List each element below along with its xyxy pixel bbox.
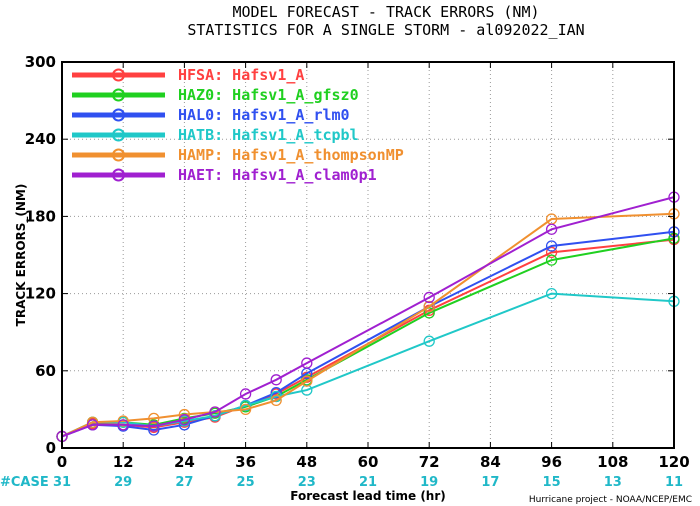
data-point <box>423 307 435 319</box>
y-tick-label: 300 <box>25 53 56 71</box>
series-line <box>61 212 675 438</box>
chart-subtitle: STATISTICS FOR A SINGLE STORM - al092022… <box>187 21 584 39</box>
data-point <box>301 375 313 387</box>
data-point <box>423 291 435 304</box>
series-line <box>61 196 675 438</box>
legend: HFSA: Hafsv1_A HAZ0: Hafsv1_A_gfsz0 HAL0: … <box>72 66 404 184</box>
data-point <box>86 419 99 431</box>
case-count-label: 31 <box>53 475 71 490</box>
data-point <box>270 394 282 407</box>
case-count-label: 17 <box>481 475 499 490</box>
legend-label: HAZ0: Hafsv1_A_gfsz0 <box>178 86 359 104</box>
legend-label: HAMP: Hafsv1_A_thompsonMP <box>178 146 404 164</box>
case-count-label: 11 <box>665 475 683 490</box>
data-point <box>117 415 129 427</box>
legend-marker <box>112 128 125 142</box>
data-point <box>423 335 435 347</box>
y-tick-label: 120 <box>25 285 56 303</box>
data-point <box>239 388 252 400</box>
y-tick-label: 180 <box>25 207 56 225</box>
data-point <box>209 410 221 422</box>
chart-title: MODEL FORECAST - TRACK ERRORS (NM) <box>232 3 539 21</box>
data-point <box>545 246 558 259</box>
case-count-label: 29 <box>114 475 132 490</box>
case-label: #CASE <box>0 475 49 490</box>
case-count-label: 19 <box>420 475 438 490</box>
x-tick-label: 48 <box>296 453 317 471</box>
data-point <box>148 424 160 436</box>
legend-marker <box>112 108 125 122</box>
data-point <box>178 414 191 426</box>
case-count-label: 25 <box>237 475 255 490</box>
data-point <box>239 403 252 416</box>
data-point <box>301 384 313 396</box>
legend-label: HAL0: Hafsv1_A_rlm0 <box>178 106 350 124</box>
credit-text: Hurricane project - NOAA/NCEP/EMC <box>529 495 692 505</box>
data-point <box>148 412 160 425</box>
x-tick-label: 120 <box>658 453 689 471</box>
x-tick-label: 60 <box>358 453 379 471</box>
legend-label: HAET: Hafsv1_A_clam0p1 <box>178 166 377 184</box>
data-point <box>239 399 252 412</box>
case-count-label: 27 <box>175 475 193 490</box>
data-point <box>545 240 558 252</box>
case-count-label: 21 <box>359 475 377 490</box>
axis-ticks: 0 12 24 36 48 60 72 84 96 108 120 0 60 120 180 240 300 31… <box>25 53 690 490</box>
data-point <box>545 287 558 300</box>
case-count-label: 15 <box>543 475 561 490</box>
x-tick-label: 96 <box>541 453 562 471</box>
data-point <box>545 223 558 235</box>
case-count-label: 23 <box>298 475 316 490</box>
legend-marker <box>112 68 125 82</box>
x-tick-label: 36 <box>235 453 256 471</box>
legend-label: HFSA: Hafsv1_A <box>178 66 304 84</box>
x-tick-label: 0 <box>57 453 67 471</box>
series-layer <box>56 191 680 443</box>
x-tick-label: 12 <box>113 453 134 471</box>
data-point <box>270 387 282 399</box>
y-axis-label: TRACK ERRORS_(NM) <box>14 184 29 327</box>
legend-marker <box>112 168 125 182</box>
x-tick-label: 108 <box>597 453 628 471</box>
data-point <box>301 357 313 369</box>
y-tick-label: 240 <box>25 130 56 148</box>
data-point <box>117 419 129 431</box>
data-point <box>209 406 221 418</box>
data-point <box>423 300 435 313</box>
x-axis-label: Forecast lead time (hr) <box>290 489 446 503</box>
legend-label: HATB: Hafsv1_A_tcpbl <box>178 126 359 144</box>
y-tick-label: 0 <box>46 439 56 457</box>
data-point <box>545 254 558 266</box>
legend-marker <box>112 148 125 162</box>
data-point <box>148 420 160 432</box>
x-tick-label: 84 <box>480 453 501 471</box>
data-point <box>270 374 282 386</box>
x-tick-label: 72 <box>419 453 440 471</box>
y-tick-label: 60 <box>35 362 56 380</box>
legend-marker <box>112 88 125 102</box>
series-5 <box>56 191 680 443</box>
case-count-label: 13 <box>604 475 622 490</box>
x-tick-label: 24 <box>174 453 195 471</box>
